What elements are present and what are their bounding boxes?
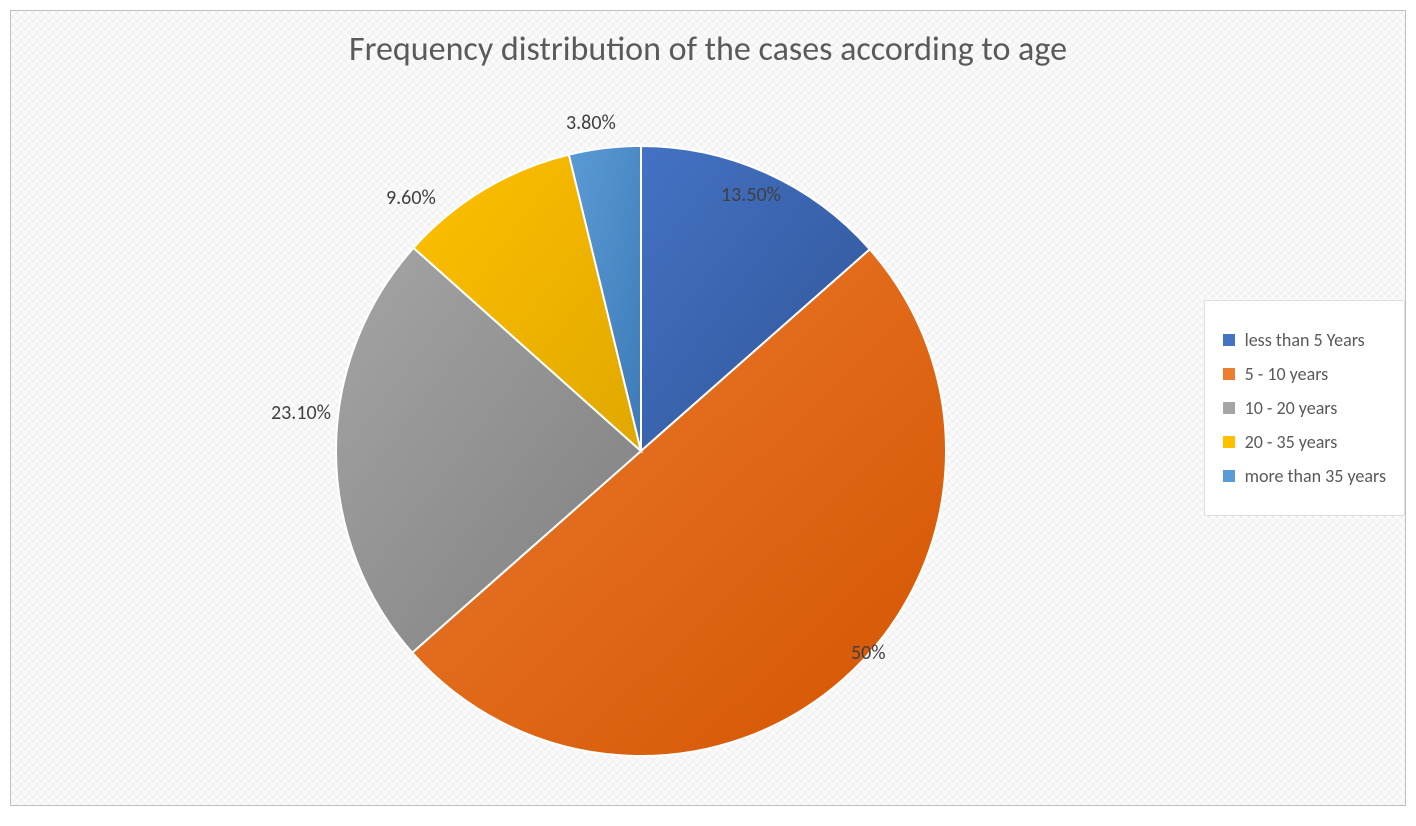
pie-chart (331, 141, 951, 761)
legend-swatch-1 (1223, 368, 1235, 380)
chart-frame: Frequency distribution of the cases acco… (10, 10, 1406, 806)
legend-item-3: 20 - 35 years (1223, 431, 1386, 453)
pie-svg (331, 141, 951, 761)
legend-swatch-4 (1223, 470, 1235, 482)
legend-item-2: 10 - 20 years (1223, 397, 1386, 419)
legend-label-1: 5 - 10 years (1245, 363, 1329, 385)
legend-swatch-2 (1223, 402, 1235, 414)
data-label-4: 3.80% (566, 111, 616, 135)
legend-item-0: less than 5 Years (1223, 329, 1386, 351)
data-label-2: 23.10% (271, 401, 331, 425)
legend-label-0: less than 5 Years (1245, 329, 1365, 351)
legend-label-2: 10 - 20 years (1245, 397, 1338, 419)
legend-item-4: more than 35 years (1223, 465, 1386, 487)
legend: less than 5 Years 5 - 10 years 10 - 20 yea… (1204, 300, 1405, 516)
chart-title: Frequency distribution of the cases acco… (11, 29, 1405, 70)
legend-label-4: more than 35 years (1245, 465, 1386, 487)
legend-swatch-3 (1223, 436, 1235, 448)
legend-swatch-0 (1223, 334, 1235, 346)
legend-item-1: 5 - 10 years (1223, 363, 1386, 385)
legend-label-3: 20 - 35 years (1245, 431, 1338, 453)
